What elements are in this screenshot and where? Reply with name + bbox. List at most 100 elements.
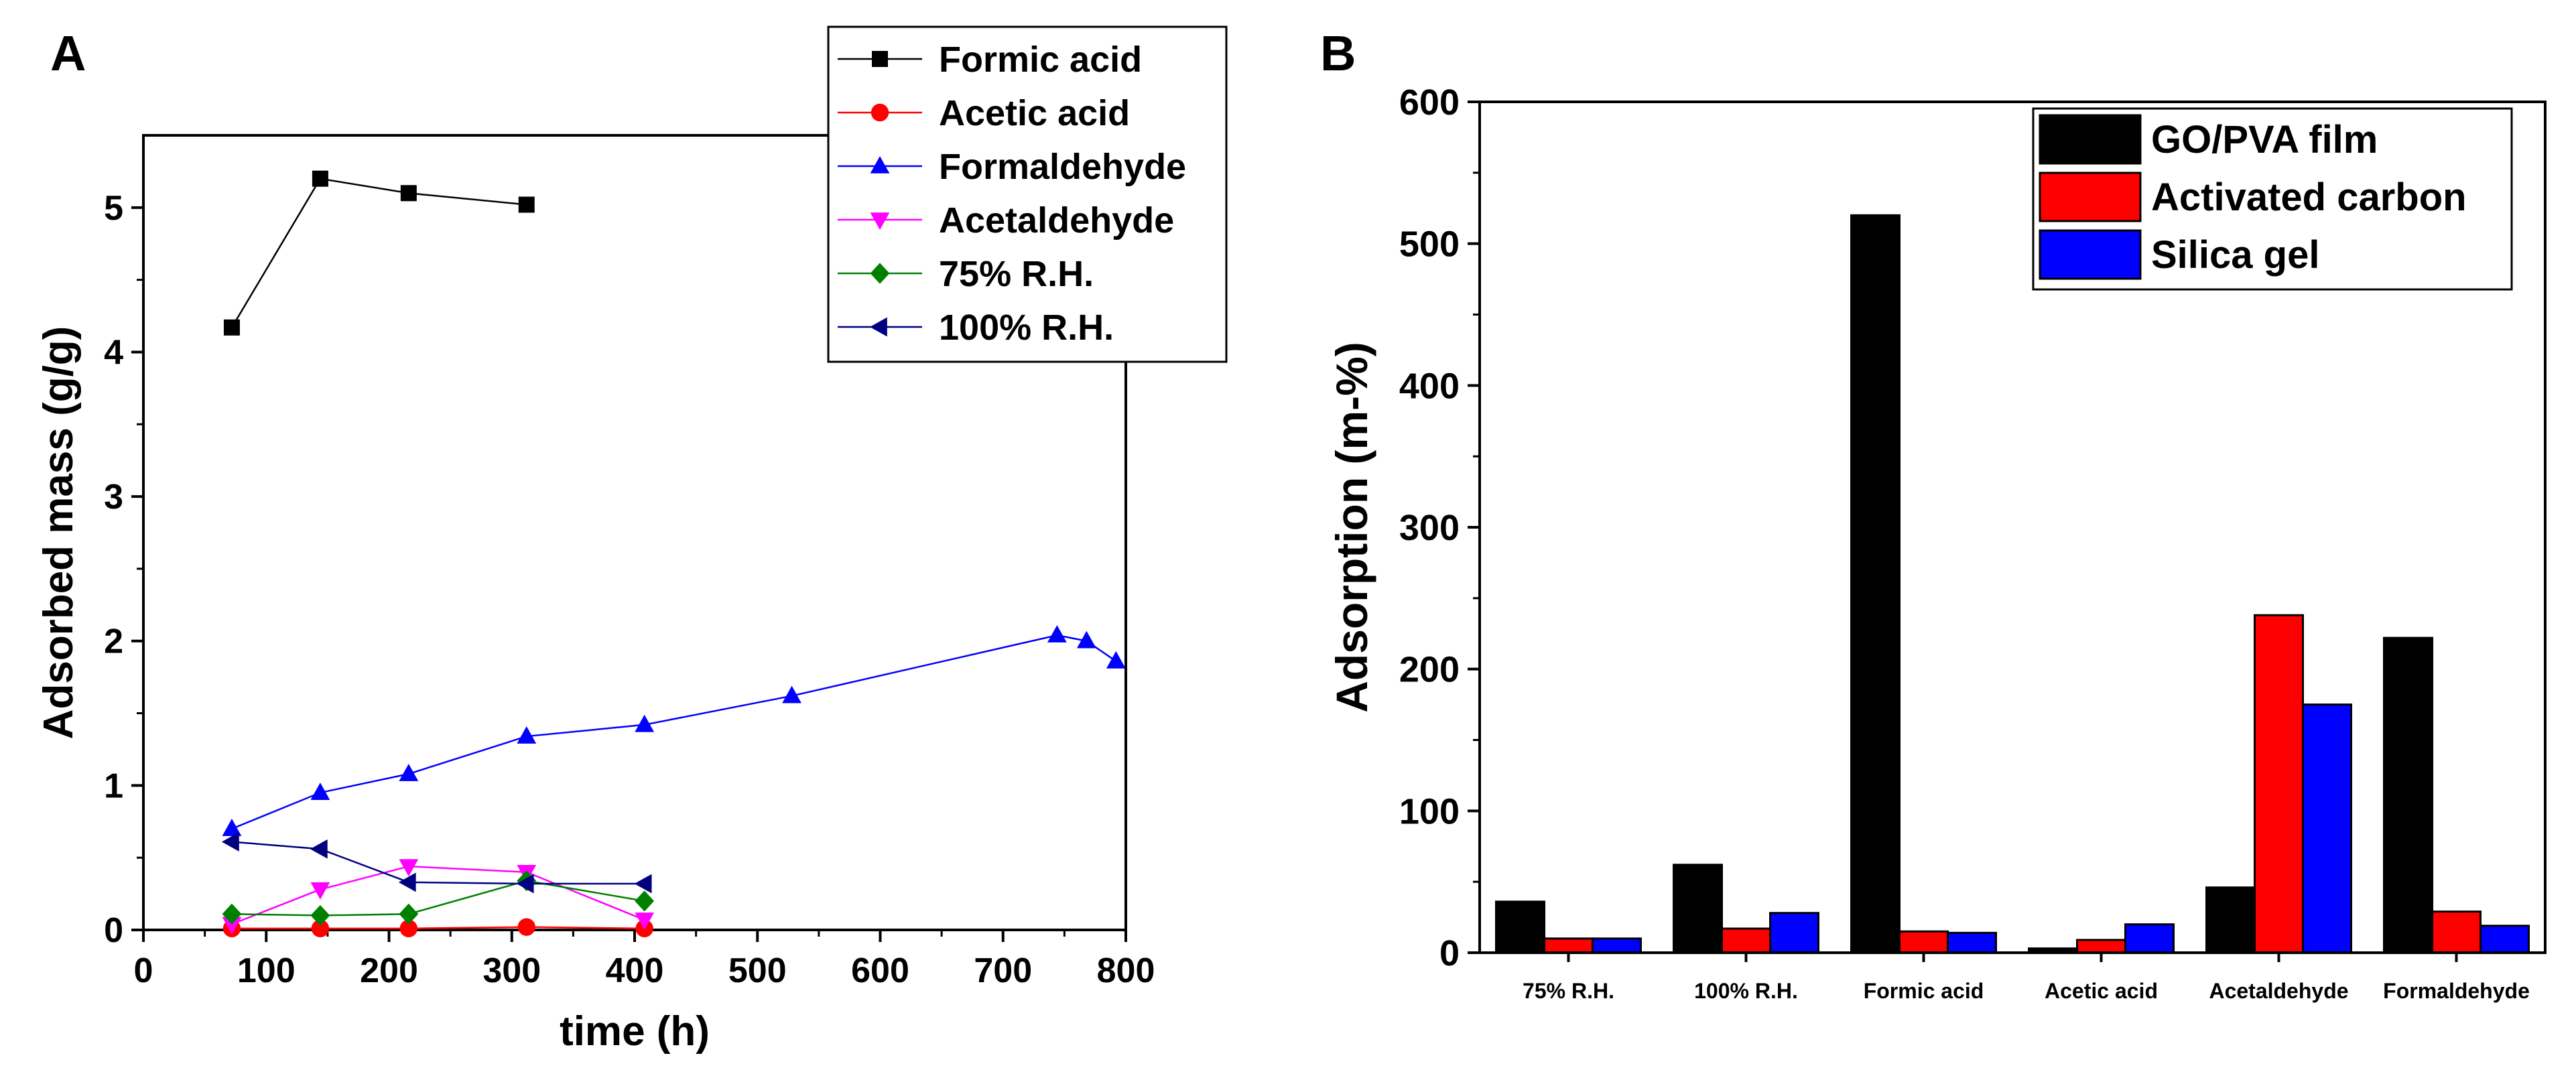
panel-a-y-tick-label: 1 <box>104 766 123 805</box>
panel-a-data-point <box>310 783 330 800</box>
panel-b-x-tick-label: Acetaldehyde <box>2209 979 2348 1003</box>
panel-a-data-point <box>399 764 419 781</box>
panel-a-legend-label: Acetic acid <box>939 93 1130 133</box>
panel-a-legend-label: Acetaldehyde <box>939 200 1174 241</box>
panel-a-data-point <box>398 872 416 892</box>
panel-a-data-point <box>516 874 534 894</box>
panel-b-legend-swatch <box>2039 114 2142 165</box>
panel-b-y-tick-label: 600 <box>1399 82 1460 123</box>
panel-b-x-tick-label: 75% R.H. <box>1523 979 1614 1003</box>
panel-a-data-point <box>399 859 419 877</box>
panel-b-bar <box>2124 923 2175 954</box>
panel-a-series-line-2 <box>231 634 1117 830</box>
panel-a-data-point <box>635 890 655 912</box>
panel-a-data-point <box>221 832 239 852</box>
panel-a-data-point <box>399 903 419 925</box>
panel-a-y-axis-label: Adsorbed mass (g/g) <box>36 326 82 740</box>
panel-a-legend-label: Formic acid <box>939 40 1142 80</box>
panel-b-y-tick-label: 300 <box>1399 508 1460 548</box>
panel-a-legend-marker <box>871 103 889 122</box>
panel-b-legend: GO/PVA film Activated carbon Silica gel <box>2032 107 2513 291</box>
panel-a-x-tick-label: 400 <box>606 951 664 990</box>
panel-a-x-tick-label: 0 <box>134 951 153 990</box>
panel-a-legend-marker <box>870 263 890 284</box>
panel-a-legend-box <box>827 25 1228 363</box>
panel-b-bar <box>1947 931 1997 954</box>
panel-b-bar <box>1721 927 1771 954</box>
panel-b-bar <box>1898 930 1949 954</box>
panel-a-legend-marker <box>870 156 890 174</box>
panel-a-data-point <box>1106 651 1126 669</box>
panel-a-series-line-4 <box>231 880 645 917</box>
panel-b-bar <box>2076 939 2126 954</box>
panel-b-bar-chart: B 0 100 200 300 400 500 600 75% R.H. 100% R.H. F… <box>1320 25 2547 1003</box>
panel-b-y-tick-label: 0 <box>1439 933 1460 973</box>
panel-a-legend-marker <box>870 212 890 230</box>
panel-a-data-point <box>399 919 418 938</box>
panel-a-x-tick-label: 800 <box>1097 951 1155 990</box>
panel-a-label: A <box>50 25 86 81</box>
panel-a-data-point <box>1076 630 1096 649</box>
panel-b-x-tick-label: Formic acid <box>1864 979 1984 1003</box>
panel-a-data-point <box>223 319 240 336</box>
panel-a-x-tick-label: 600 <box>851 951 909 990</box>
panel-a-x-tick-label: 300 <box>482 951 541 990</box>
panel-a-data-point <box>312 170 328 187</box>
panel-b-bar <box>2383 636 2433 954</box>
panel-a-legend-label: 100% R.H. <box>939 308 1114 348</box>
panel-a-data-point <box>634 874 652 894</box>
panel-b-bar <box>2431 910 2482 954</box>
panel-b-legend-label: Silica gel <box>2151 233 2319 277</box>
panel-b-y-tick-label: 400 <box>1399 366 1460 406</box>
panel-b-x-tick-label: 100% R.H. <box>1694 979 1798 1003</box>
panel-b-bar <box>1769 912 1819 954</box>
panel-b-bar <box>2480 925 2530 954</box>
panel-b-y-tick-label: 500 <box>1399 224 1460 265</box>
panel-b-bar <box>1495 900 1545 954</box>
panel-b-bar <box>2205 886 2256 954</box>
panel-b-y-tick-label: 200 <box>1399 650 1460 690</box>
panel-b-bar <box>1592 937 1642 954</box>
panel-a-data-point <box>310 904 330 927</box>
panel-b-y-axis-label: Adsorption (m-%) <box>1327 342 1376 713</box>
panel-a-series-line-1 <box>231 926 645 930</box>
panel-a-data-point <box>310 839 328 859</box>
panel-a-legend-marker <box>872 51 888 67</box>
panel-a-data-point <box>222 903 242 925</box>
panel-a-legend: Formic acid Acetic acid Formaldehyde Acetal… <box>827 25 1228 363</box>
panel-a-data-point <box>1047 625 1067 643</box>
panel-a-y-tick-label: 4 <box>104 333 123 372</box>
panel-a-data-point <box>517 726 537 744</box>
panel-a-series-line-0 <box>231 178 527 328</box>
panel-b-legend-label: Activated carbon <box>2151 176 2467 219</box>
panel-b-label: B <box>1320 25 1356 81</box>
panel-b-x-tick-label: Formaldehyde <box>2383 979 2530 1003</box>
panel-a-data-point <box>222 819 242 836</box>
panel-a-x-tick-label: 700 <box>974 951 1032 990</box>
panel-a-legend-marker <box>870 317 887 337</box>
panel-a-y-tick-label: 2 <box>104 622 123 661</box>
panel-b-y-tick-label: 100 <box>1399 791 1460 831</box>
panel-a-x-tick-label: 100 <box>237 951 296 990</box>
panel-a-data-point <box>311 919 330 938</box>
panel-a-data-point <box>518 196 535 213</box>
panel-b-legend-swatch <box>2039 172 2142 222</box>
panel-a-y-tick-label: 0 <box>104 911 123 950</box>
panel-a-data-point <box>400 185 417 202</box>
panel-b-legend-swatch <box>2039 229 2142 280</box>
panel-b-bar <box>1850 214 1901 954</box>
panel-a-x-tick-label: 500 <box>728 951 787 990</box>
panel-a-data-point <box>782 685 801 703</box>
panel-b-bar <box>1673 864 1723 954</box>
panel-a-data-point <box>310 882 330 900</box>
panel-a-x-tick-label: 200 <box>360 951 418 990</box>
panel-a-data-point <box>635 714 655 732</box>
panel-b-x-tick-label: Acetic acid <box>2045 979 2158 1003</box>
panel-a-data-point <box>517 918 535 936</box>
panel-a-x-axis-label: time (h) <box>560 1008 710 1055</box>
panel-b-bar <box>2302 703 2352 954</box>
panel-a-y-tick-label: 5 <box>104 189 123 228</box>
panel-b-bar <box>2254 614 2304 954</box>
panel-a-series-line-5 <box>231 841 645 885</box>
panel-a-legend-label: 75% R.H. <box>939 254 1094 294</box>
